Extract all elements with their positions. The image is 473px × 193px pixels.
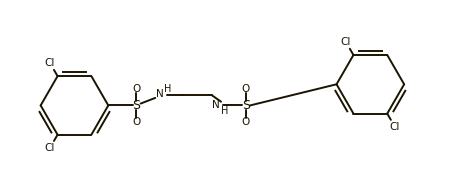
Text: O: O bbox=[132, 84, 140, 94]
Text: O: O bbox=[242, 84, 250, 94]
Text: S: S bbox=[242, 99, 250, 112]
Text: Cl: Cl bbox=[44, 58, 55, 68]
Text: N: N bbox=[156, 89, 163, 99]
Text: N: N bbox=[212, 100, 220, 110]
Text: Cl: Cl bbox=[44, 143, 55, 153]
Text: S: S bbox=[132, 99, 140, 112]
Text: Cl: Cl bbox=[341, 37, 351, 47]
Text: H: H bbox=[164, 85, 172, 94]
Text: H: H bbox=[221, 106, 228, 116]
Text: O: O bbox=[242, 117, 250, 127]
Text: Cl: Cl bbox=[390, 122, 400, 132]
Text: O: O bbox=[132, 117, 140, 127]
